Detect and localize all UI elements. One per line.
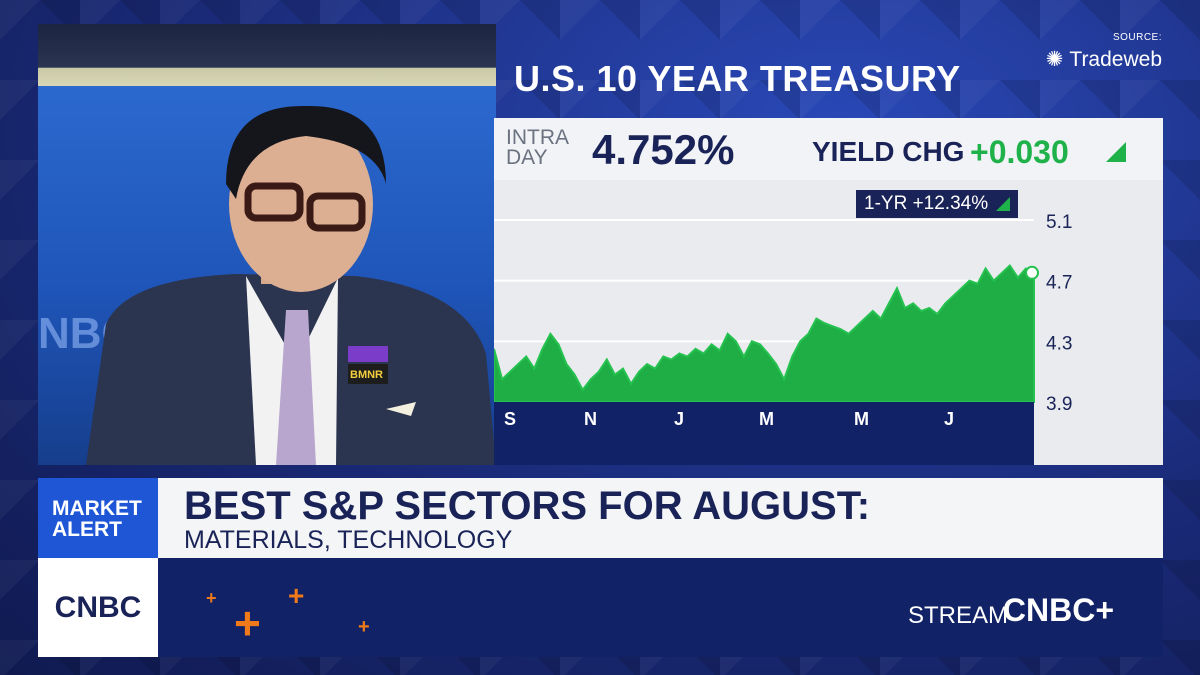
video-feed: NBC BMNR xyxy=(38,24,496,465)
y-tick-label: 4.3 xyxy=(1046,333,1072,354)
headline: BEST S&P SECTORS FOR AUGUST: xyxy=(184,484,871,528)
cnbc-plus-logo: CNBC+ xyxy=(1002,592,1114,628)
pin-text: BMNR xyxy=(350,369,383,381)
panel-title: U.S. 10 YEAR TREASURY xyxy=(514,58,961,99)
x-tick-label: J xyxy=(674,409,684,429)
yield-bar: INTRA DAY 4.752% YIELD CHG +0.030 xyxy=(494,118,1163,180)
plus-icon: + xyxy=(234,597,261,649)
yield-chart: 3.9 4.3 4.7 5.1 S N J M M J xyxy=(494,212,1072,465)
ticker-bar: + + + + xyxy=(158,558,1163,657)
one-year-badge-text: 1-YR +12.34% xyxy=(864,193,989,214)
up-arrow-icon xyxy=(996,197,1011,211)
intraday-label: INTRA DAY xyxy=(506,126,569,169)
source-brand: ✺ Tradeweb xyxy=(1046,47,1162,72)
last-point-marker xyxy=(1025,265,1039,280)
stream-label: STREAM xyxy=(907,602,1008,629)
market-alert-tag: MARKET ALERT xyxy=(38,478,158,558)
plus-icon: + xyxy=(358,616,370,638)
x-tick-label: M xyxy=(759,409,774,429)
yield-change-value: +0.030 xyxy=(970,134,1069,170)
x-tick-label: N xyxy=(584,409,597,429)
subheadline: MATERIALS, TECHNOLOGY xyxy=(184,526,513,554)
up-arrow-icon xyxy=(1106,142,1126,162)
source-brand-name: Tradeweb xyxy=(1069,47,1162,71)
anchor-person: BMNR xyxy=(86,105,496,465)
plus-icon: + xyxy=(288,580,305,611)
y-tick-label: 4.7 xyxy=(1046,273,1072,294)
y-tick-label: 5.1 xyxy=(1046,212,1072,233)
x-tick-label: S xyxy=(504,409,516,429)
x-axis-band xyxy=(494,402,1034,465)
headline-box: BEST S&P SECTORS FOR AUGUST: MATERIALS, … xyxy=(158,478,1163,558)
cnbc-logo: CNBC xyxy=(38,558,158,657)
yield-change-label: YIELD CHG xyxy=(812,136,965,167)
studio-shelf xyxy=(38,24,496,86)
tradeweb-logo-icon: ✺ xyxy=(1045,48,1064,71)
source-credit: SOURCE: ✺ Tradeweb xyxy=(1046,32,1162,72)
y-tick-label: 3.9 xyxy=(1046,394,1072,415)
x-tick-label: J xyxy=(944,409,954,429)
area-series xyxy=(494,263,1035,403)
yield-value: 4.752% xyxy=(592,126,735,173)
source-label: SOURCE: xyxy=(1112,32,1162,43)
market-alert-text: MARKET ALERT xyxy=(52,497,142,541)
plus-icon: + xyxy=(206,588,217,608)
one-year-badge: 1-YR +12.34% xyxy=(856,190,1019,218)
x-tick-label: M xyxy=(854,409,869,429)
